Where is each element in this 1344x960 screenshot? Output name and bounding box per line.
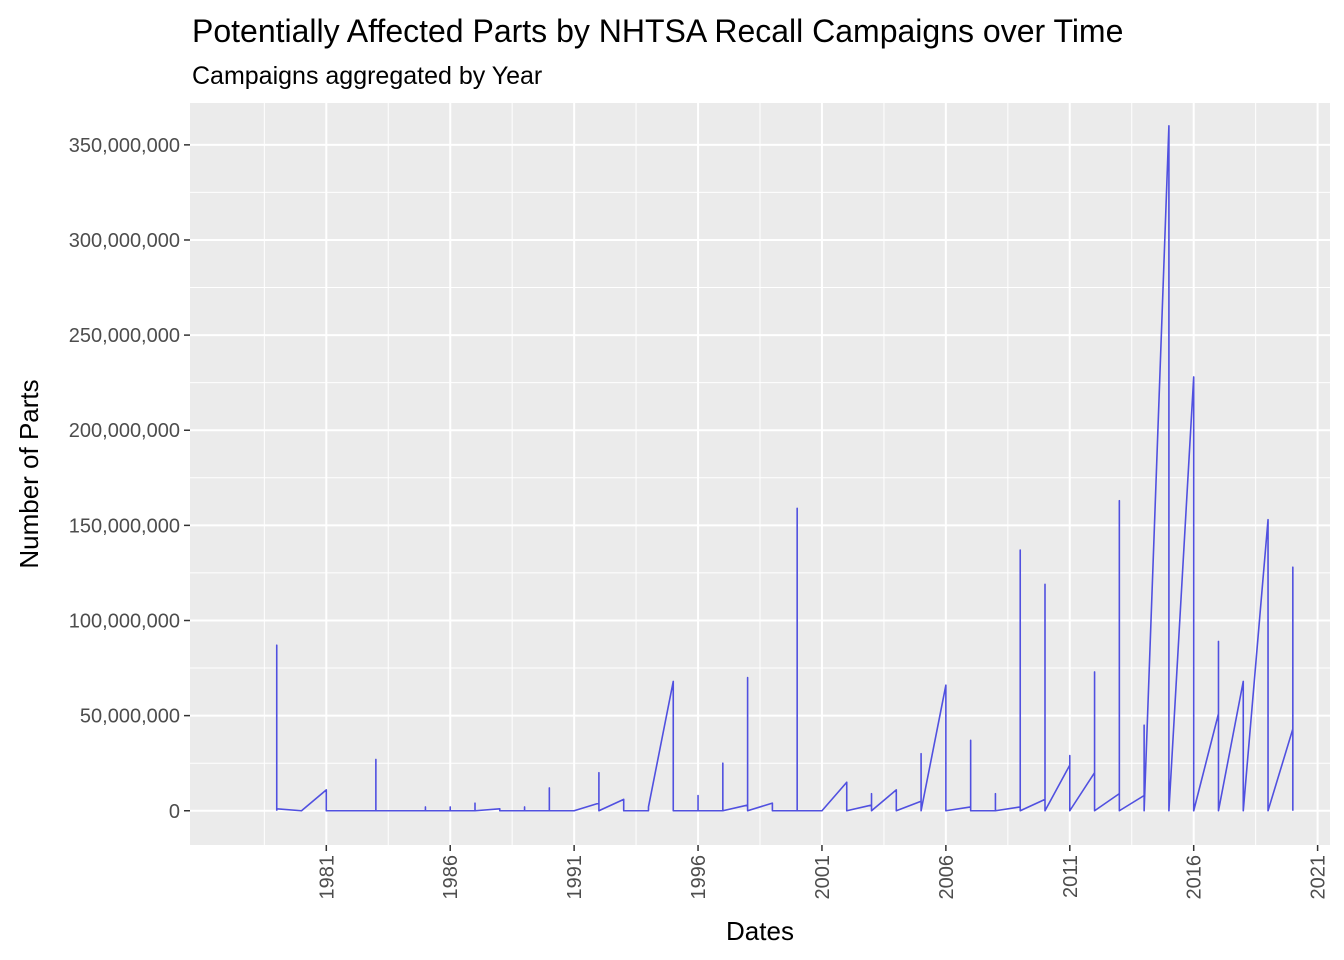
x-axis-title: Dates: [726, 916, 794, 946]
x-tick-label: 2001: [812, 855, 834, 900]
x-tick-label: 1996: [688, 855, 710, 900]
chart-subtitle: Campaigns aggregated by Year: [192, 62, 542, 90]
minor-gridlines: [190, 103, 1330, 845]
y-axis-ticks: 0 50,000,000 100,000,000 150,000,000 200,000…: [69, 135, 190, 823]
x-tick-label: 1981: [316, 855, 338, 900]
y-tick-label: 200,000,000: [69, 420, 180, 442]
y-axis-title: Number of Parts: [14, 379, 44, 568]
x-tick-label: 1991: [564, 855, 586, 900]
y-tick-label: 250,000,000: [69, 325, 180, 347]
y-tick-label: 100,000,000: [69, 610, 180, 632]
y-tick-label: 300,000,000: [69, 230, 180, 252]
x-tick-label: 2011: [1060, 855, 1082, 898]
x-axis-ticks: 1981 1986 1991 1996 2001 2006 2011 2016 2021: [316, 845, 1330, 900]
x-tick-label: 2006: [936, 855, 958, 900]
y-tick-label: 350,000,000: [69, 135, 180, 157]
x-tick-label: 1986: [440, 855, 462, 900]
y-tick-label: 0: [169, 801, 180, 823]
major-gridlines: [190, 103, 1330, 845]
y-tick-label: 150,000,000: [69, 515, 180, 537]
x-tick-label: 2021: [1308, 855, 1330, 900]
chart-title: Potentially Affected Parts by NHTSA Reca…: [192, 13, 1123, 49]
x-tick-label: 2016: [1184, 855, 1206, 900]
series-line: [275, 125, 1294, 812]
y-tick-label: 50,000,000: [80, 706, 180, 728]
